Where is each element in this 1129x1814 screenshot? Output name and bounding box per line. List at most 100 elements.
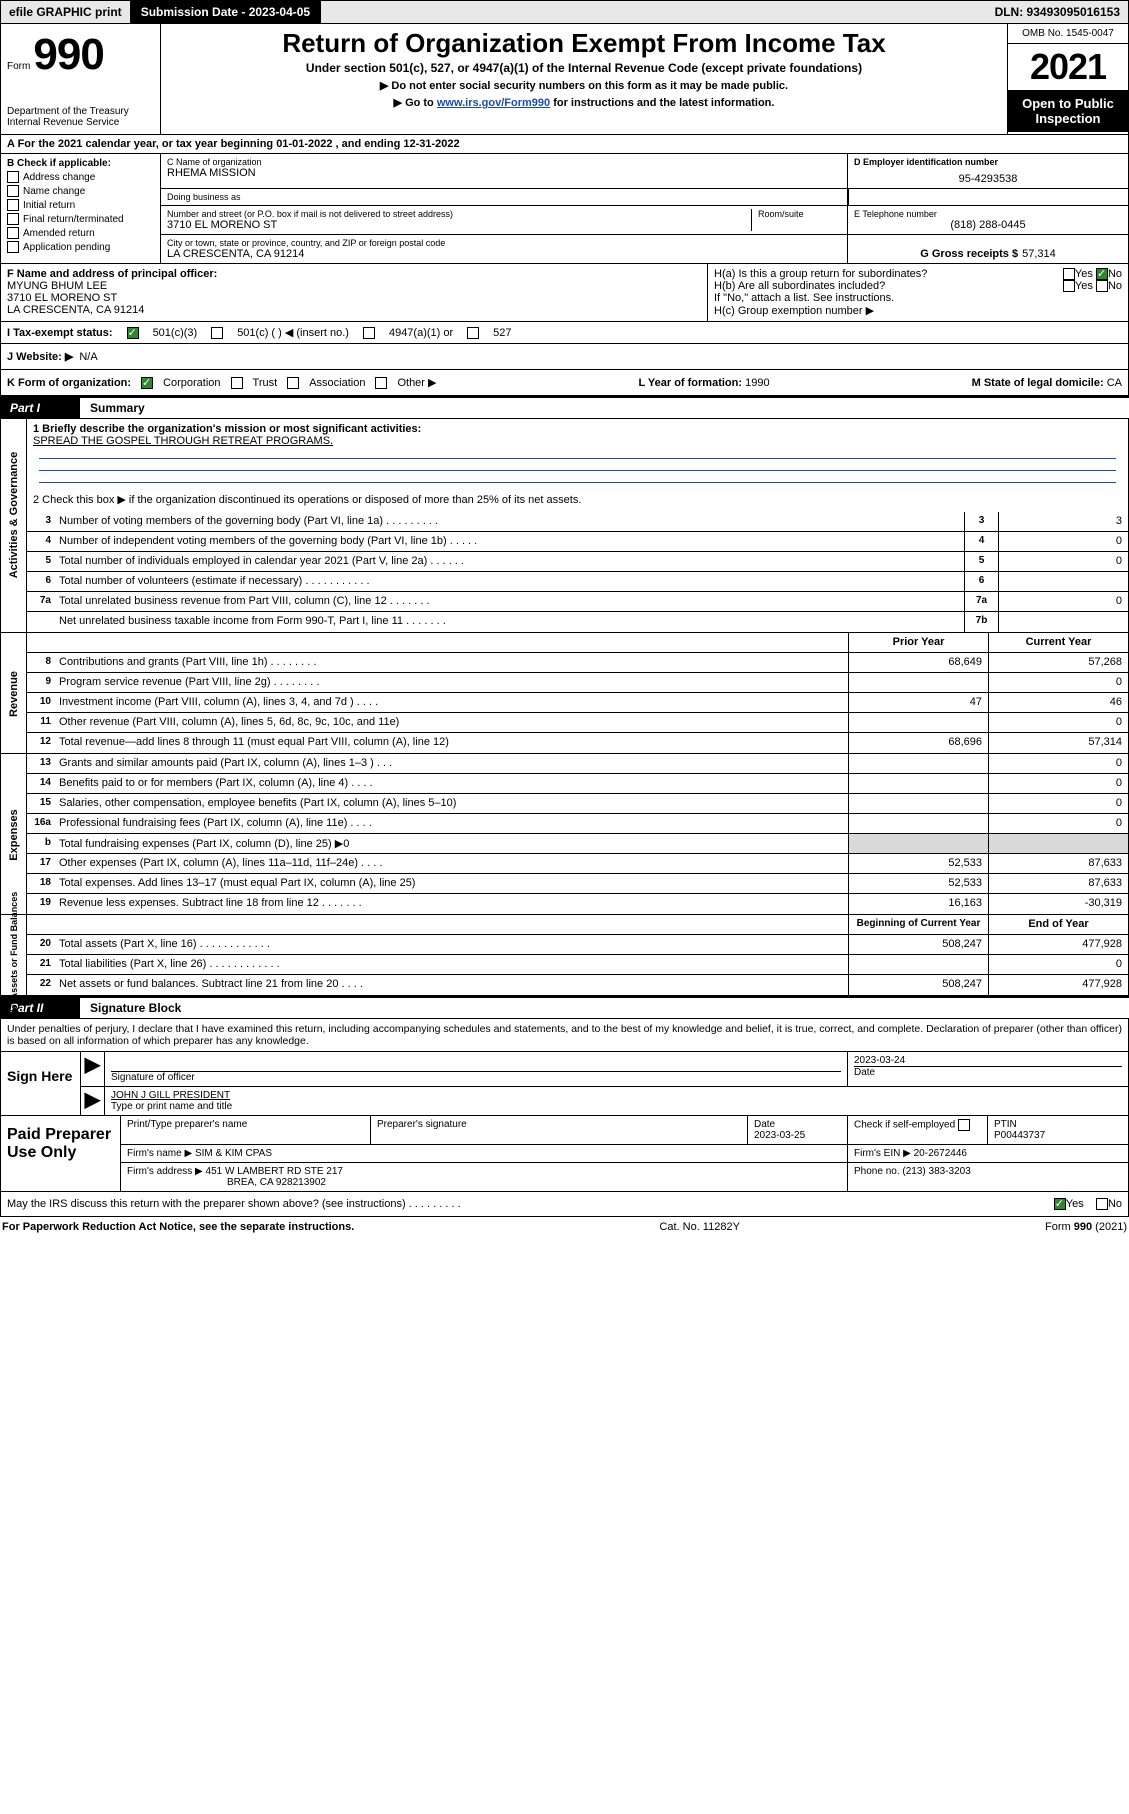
line-val: 3 [998,512,1128,531]
chk-address[interactable]: Address change [7,171,154,183]
dept-treasury: Department of the Treasury Internal Reve… [7,106,154,128]
efile-print-button[interactable]: efile GRAPHIC print [1,1,131,23]
line-val [998,572,1128,591]
org-name: RHEMA MISSION [167,167,841,179]
form-id-cell: Form 990 Department of the Treasury Inte… [1,24,161,134]
line-box: 7b [964,612,998,632]
summary-row: 14Benefits paid to or for members (Part … [27,774,1128,794]
line-val: 0 [998,592,1128,611]
vband-activities: Activities & Governance [1,419,27,632]
officer-name-title: JOHN J GILL PRESIDENT [111,1090,1122,1101]
summary-row: 7aTotal unrelated business revenue from … [27,592,1128,612]
line-desc: Total revenue—add lines 8 through 11 (mu… [55,733,848,753]
instr-pre: ▶ Go to [394,97,437,109]
org-name-label: C Name of organization [167,157,841,167]
firm-addr2: BREA, CA 928213902 [227,1177,841,1188]
prior-year-val: 68,696 [848,733,988,753]
mission-line [39,447,1116,459]
checkbox-icon[interactable] [958,1119,970,1131]
open-public: Open to Public Inspection [1008,90,1128,132]
vband-na-label: Net Assets or Fund Balances [9,896,19,1016]
line-desc: Total number of volunteers (estimate if … [55,572,964,591]
checkbox-icon[interactable] [363,327,375,339]
chk-amended[interactable]: Amended return [7,227,154,239]
chk-final[interactable]: Final return/terminated [7,213,154,225]
form-subtitle: Under section 501(c), 527, or 4947(a)(1)… [167,61,1001,75]
checkbox-icon[interactable] [467,327,479,339]
blank [27,633,55,652]
box-b: B Check if applicable: Address change Na… [1,154,161,263]
checkbox-icon[interactable] [1096,280,1108,292]
line-num: 13 [27,754,55,773]
checkbox-icon[interactable] [1063,268,1075,280]
dln: DLN: 93493095016153 [987,1,1128,23]
k-label: K Form of organization: [7,377,131,389]
row-fh: F Name and address of principal officer:… [0,264,1129,322]
line-desc: Number of voting members of the governin… [55,512,964,531]
officer-name-title-label: Type or print name and title [111,1101,1122,1112]
current-year-val: 0 [988,794,1128,813]
checkbox-icon[interactable] [1096,1198,1108,1210]
line-num: 17 [27,854,55,873]
room-label: Room/suite [758,209,841,219]
current-year-val: 0 [988,774,1128,793]
prior-year-val [848,774,988,793]
checkbox-checked-icon[interactable] [141,377,153,389]
website-val: N/A [79,351,97,363]
header-bar: efile GRAPHIC print Submission Date - 20… [0,0,1129,24]
checkbox-icon[interactable] [231,377,243,389]
current-year-val: -30,319 [988,894,1128,914]
prior-year-val [848,754,988,773]
net-assets-section: Net Assets or Fund Balances Beginning of… [0,915,1129,997]
info-grid: B Check if applicable: Address change Na… [0,154,1129,264]
vband-rev-label: Revenue [8,614,20,774]
prior-year-val [848,794,988,813]
line-num [27,612,55,632]
ptin-val: P00443737 [994,1130,1122,1141]
officer-city: LA CRESCENTA, CA 91214 [7,304,701,316]
phone-label: E Telephone number [854,209,1122,219]
checkbox-checked-icon[interactable] [127,327,139,339]
line2: 2 Check this box ▶ if the organization d… [27,487,1128,512]
chk-pending[interactable]: Application pending [7,241,154,253]
city-label: City or town, state or province, country… [167,238,841,248]
line-box: 3 [964,512,998,531]
arrow-icon: ▶ [81,1087,105,1115]
chk-initial[interactable]: Initial return [7,199,154,211]
line-num: 9 [27,673,55,692]
mission-text: SPREAD THE GOSPEL THROUGH RETREAT PROGRA… [33,435,1122,447]
prior-year-val: 508,247 [848,935,988,954]
submission-date: Submission Date - 2023-04-05 [131,1,321,23]
current-year-val: 0 [988,673,1128,692]
checkbox-checked-icon[interactable] [1096,268,1108,280]
checkbox-icon[interactable] [1063,280,1075,292]
vband-revenue: Revenue [1,633,27,753]
checkbox-checked-icon[interactable] [1054,1198,1066,1210]
prior-year-val: 52,533 [848,874,988,893]
street: 3710 EL MORENO ST [167,219,751,231]
summary-row: 13Grants and similar amounts paid (Part … [27,754,1128,774]
vband-netassets: Net Assets or Fund Balances [1,915,27,995]
chk-name[interactable]: Name change [7,185,154,197]
irs-link[interactable]: www.irs.gov/Form990 [437,97,550,109]
prior-year-val: 16,163 [848,894,988,914]
summary-row: 16aProfessional fundraising fees (Part I… [27,814,1128,834]
sig-officer-label: Signature of officer [111,1071,841,1083]
box-f: F Name and address of principal officer:… [1,264,708,321]
title-block: Form 990 Department of the Treasury Inte… [0,24,1129,135]
cat-no: Cat. No. 11282Y [659,1221,740,1233]
activities-governance: Activities & Governance 1 Briefly descri… [0,419,1129,633]
line-desc: Total fundraising expenses (Part IX, col… [55,834,848,853]
checkbox-icon[interactable] [211,327,223,339]
form-title: Return of Organization Exempt From Incom… [167,28,1001,59]
checkbox-icon[interactable] [375,377,387,389]
checkbox-icon [7,199,19,211]
prior-year-val [848,713,988,732]
vband-act-label: Activities & Governance [8,435,20,595]
line-desc: Total liabilities (Part X, line 26) . . … [55,955,848,974]
tax-year: 2021 [1008,44,1128,90]
current-year-val: 87,633 [988,874,1128,893]
title-right: OMB No. 1545-0047 2021 Open to Public In… [1008,24,1128,134]
checkbox-icon[interactable] [287,377,299,389]
line-num: b [27,834,55,853]
